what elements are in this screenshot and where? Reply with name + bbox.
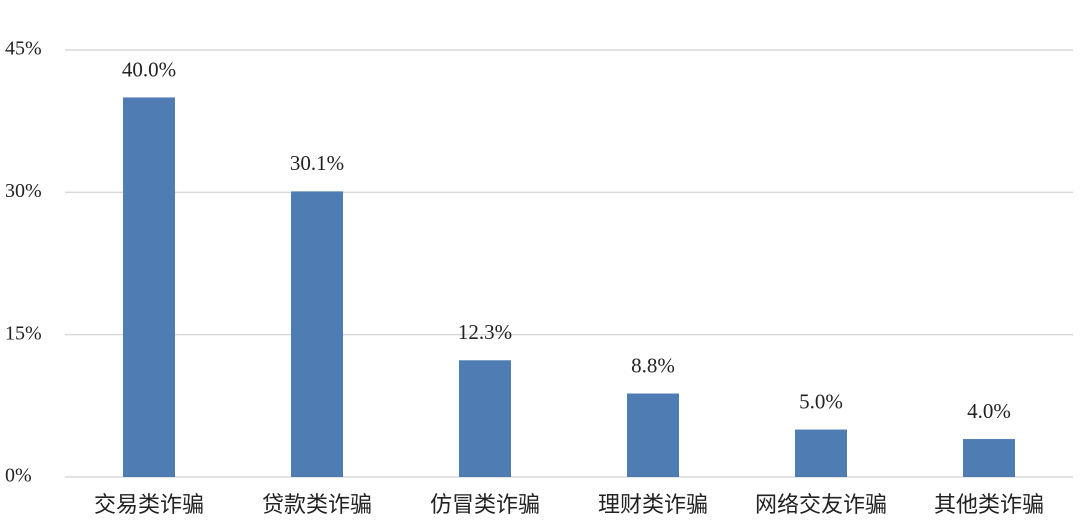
y-tick-label: 0% xyxy=(5,465,32,487)
x-tick-label: 仿冒类诈骗 xyxy=(430,492,540,517)
bar xyxy=(627,393,679,477)
value-label: 5.0% xyxy=(799,389,843,413)
y-tick-label: 30% xyxy=(5,180,42,202)
value-label: 4.0% xyxy=(967,399,1011,423)
x-tick-label: 网络交友诈骗 xyxy=(755,492,887,517)
value-label: 8.8% xyxy=(631,353,675,377)
value-label: 40.0% xyxy=(122,57,176,81)
value-label: 30.1% xyxy=(290,151,344,175)
bar xyxy=(123,97,175,477)
bar xyxy=(459,360,511,477)
x-tick-label: 交易类诈骗 xyxy=(94,492,204,517)
x-tick-label: 其他类诈骗 xyxy=(934,492,1044,517)
bar xyxy=(291,191,343,477)
bar xyxy=(963,439,1015,477)
x-tick-label: 理财类诈骗 xyxy=(598,492,708,517)
y-tick-label: 45% xyxy=(5,38,42,60)
x-tick-label: 贷款类诈骗 xyxy=(262,492,372,517)
bar xyxy=(795,429,847,477)
y-tick-label: 15% xyxy=(5,322,42,344)
value-label: 12.3% xyxy=(458,320,512,344)
